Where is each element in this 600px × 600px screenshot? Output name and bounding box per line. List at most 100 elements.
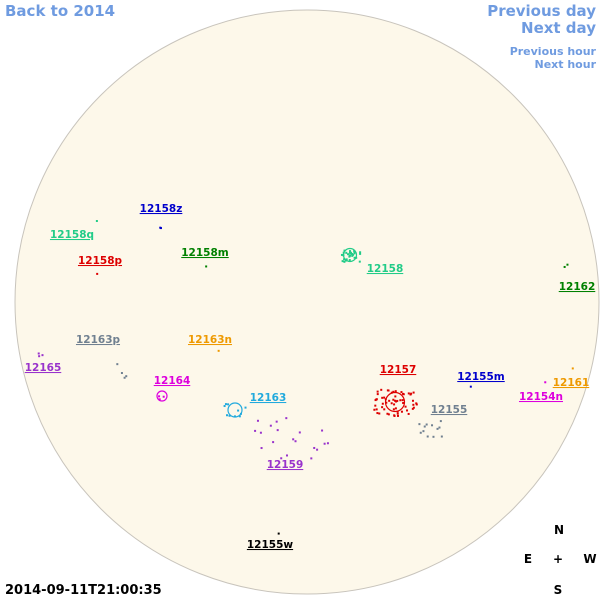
spot-dot — [359, 251, 362, 254]
spot-dot — [374, 399, 377, 402]
next-hour-link[interactable]: Next hour — [534, 58, 597, 71]
spot-dot — [217, 349, 220, 352]
spot-dot — [345, 258, 348, 261]
spot-dot — [401, 399, 404, 402]
spot-dot — [348, 259, 351, 262]
region-label[interactable]: 12159 — [267, 459, 304, 471]
spot-dot — [407, 392, 410, 395]
spot-dot — [260, 447, 263, 450]
spot-dot — [120, 372, 123, 375]
spot-dot — [411, 399, 414, 402]
region-label[interactable]: 12164 — [154, 375, 191, 387]
spot-dot — [347, 253, 350, 256]
spot-dot — [406, 409, 409, 412]
region-label[interactable]: 12155 — [431, 404, 468, 416]
spot-dot — [321, 429, 324, 432]
spot-dot — [392, 408, 395, 411]
spot-dot — [402, 401, 405, 404]
spot-dot — [96, 272, 99, 275]
region-label[interactable]: 12158 — [367, 263, 404, 275]
spot-dot — [233, 415, 236, 418]
spot-dot — [400, 391, 403, 394]
region-label[interactable]: 12163p — [76, 334, 121, 346]
region-label[interactable]: 12163n — [188, 334, 232, 346]
spot-dot — [395, 400, 398, 403]
compass-north: N — [554, 523, 564, 537]
region-label[interactable]: 12165 — [25, 362, 62, 374]
spot-dot — [571, 367, 574, 370]
spot-dot — [341, 260, 344, 263]
spot-dot — [440, 435, 443, 438]
spot-dot — [298, 431, 301, 434]
spot-dot — [359, 252, 362, 255]
back-link[interactable]: Back to 2014 — [5, 2, 116, 20]
spot-dot — [376, 412, 379, 415]
region-label[interactable]: 12157 — [380, 364, 417, 376]
next-day-link[interactable]: Next day — [521, 19, 596, 37]
spot-dot — [95, 220, 98, 223]
region-label[interactable]: 12154n — [519, 391, 563, 403]
spot-dot — [394, 390, 397, 393]
regions: 12158z 12158q 12158m 12158p 12158 12162 12163p… — [25, 203, 596, 551]
spot-dot — [563, 265, 566, 268]
spot-dot — [394, 399, 397, 402]
spot-dot — [381, 406, 384, 409]
spot-dot — [393, 414, 396, 417]
previous-day-link[interactable]: Previous day — [487, 2, 596, 20]
spot-dot — [400, 410, 403, 413]
spot-dot — [228, 414, 231, 417]
spot-ring — [156, 390, 168, 402]
spot-dot — [37, 352, 40, 355]
compass-center: + — [553, 552, 563, 566]
spot-dot — [438, 426, 441, 429]
spot-dot — [419, 431, 422, 434]
spot-dot — [285, 454, 288, 457]
region-label[interactable]: 12163 — [250, 392, 287, 404]
spot-dot — [158, 395, 161, 398]
spot-dot — [323, 442, 326, 445]
spot-dot — [407, 412, 410, 415]
spot-dot — [412, 403, 415, 406]
spot-dot — [280, 457, 283, 460]
spot-dot — [394, 407, 397, 410]
spot-dot — [423, 425, 426, 428]
compass-west: W — [583, 552, 596, 566]
region-label[interactable]: 12161 — [553, 377, 590, 389]
spot-dot — [418, 423, 421, 426]
spot-ring — [227, 402, 243, 418]
timestamp: 2014-09-11T21:00:35 — [5, 583, 162, 598]
region-label[interactable]: 12155m — [457, 371, 505, 383]
compass-south: S — [554, 583, 563, 597]
spot-dot — [41, 354, 44, 357]
spot-dot — [353, 252, 356, 255]
spot-dot — [422, 430, 425, 433]
spot-dot — [349, 251, 352, 254]
spot-dot — [394, 395, 397, 398]
spot-dot — [159, 226, 162, 229]
spot-ring — [384, 391, 406, 413]
spot-dot — [38, 355, 41, 358]
region-label[interactable]: 12155w — [247, 539, 294, 551]
spot-dot — [412, 406, 415, 409]
spot-dot — [409, 393, 412, 396]
spot-dot — [380, 388, 383, 391]
spot-dot — [388, 399, 391, 402]
spot-dot — [415, 402, 418, 405]
region-label[interactable]: 12158p — [78, 255, 123, 267]
spot-dot — [385, 401, 388, 404]
spot-dot — [412, 391, 415, 394]
region-label[interactable]: 12158z — [140, 203, 183, 215]
spot-dot — [310, 457, 313, 460]
spot-dot — [386, 412, 389, 415]
previous-hour-link[interactable]: Previous hour — [509, 45, 596, 58]
spot-dot — [343, 260, 346, 263]
spot-dot — [436, 427, 439, 430]
spot-dot — [350, 252, 353, 255]
spot-dot — [390, 402, 393, 405]
region-label[interactable]: 12158q — [50, 229, 94, 241]
spot-dot — [352, 253, 355, 256]
region-label[interactable]: 12162 — [559, 281, 596, 293]
region-label[interactable]: 12158m — [181, 247, 229, 259]
spot-dot — [162, 395, 165, 398]
spot-dot — [396, 412, 399, 415]
